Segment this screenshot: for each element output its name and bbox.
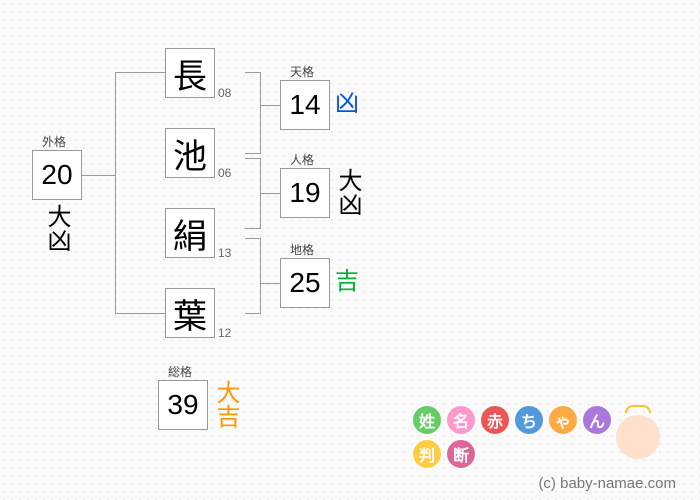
gaikaku-fortune: 大凶 — [44, 204, 68, 252]
connector-line — [115, 72, 116, 314]
chikaku-value: 25 — [289, 267, 320, 299]
kanji-box-2: 池 — [165, 128, 215, 178]
connector-line — [260, 283, 280, 284]
connector-line — [245, 228, 260, 229]
chikaku-fortune: 吉 — [335, 270, 359, 294]
kanji-char: 長 — [173, 49, 207, 98]
soukaku-value-box: 39 — [158, 380, 208, 430]
connector-line — [245, 153, 260, 154]
jinkaku-value: 19 — [289, 177, 320, 209]
tenkaku-fortune: 凶 — [335, 92, 359, 116]
connector-line — [245, 313, 260, 314]
credit-text: (c) baby-namae.com — [538, 475, 676, 492]
jinkaku-fortune: 大凶 — [335, 168, 359, 216]
logo-bubble: 断 — [445, 438, 477, 470]
kanji-char: 池 — [173, 129, 207, 178]
connector-line — [260, 72, 261, 154]
gaikaku-value: 20 — [41, 159, 72, 191]
logo-bubble: ん — [581, 404, 613, 436]
kanji-char: 葉 — [173, 289, 207, 338]
stroke-count-1: 08 — [218, 86, 231, 100]
connector-line — [245, 238, 260, 239]
connector-line — [245, 158, 260, 159]
chikaku-label: 地格 — [290, 241, 314, 258]
gaikaku-value-box: 20 — [32, 150, 82, 200]
soukaku-label: 総格 — [168, 363, 192, 380]
kanji-char: 絹 — [173, 209, 207, 258]
connector-line — [115, 72, 165, 73]
logo: 姓 名 赤 ち ゃ ん 判 断 — [411, 404, 660, 470]
stroke-count-4: 12 — [218, 326, 231, 340]
logo-bubble: ゃ — [547, 404, 579, 436]
logo-bubble: 姓 — [411, 404, 443, 436]
kanji-box-1: 長 — [165, 48, 215, 98]
connector-line — [260, 238, 261, 314]
jinkaku-label: 人格 — [290, 151, 314, 168]
tenkaku-value: 14 — [289, 89, 320, 121]
logo-bubble: 判 — [411, 438, 443, 470]
logo-bubble: ち — [513, 404, 545, 436]
baby-icon — [616, 415, 660, 459]
connector-line — [260, 105, 280, 106]
tenkaku-value-box: 14 — [280, 80, 330, 130]
connector-line — [260, 193, 280, 194]
logo-bubble: 赤 — [479, 404, 511, 436]
jinkaku-value-box: 19 — [280, 168, 330, 218]
stroke-count-2: 06 — [218, 166, 231, 180]
gaikaku-label: 外格 — [42, 133, 66, 150]
connector-line — [115, 313, 165, 314]
soukaku-value: 39 — [167, 389, 198, 421]
kanji-box-3: 絹 — [165, 208, 215, 258]
connector-line — [82, 175, 115, 176]
chikaku-value-box: 25 — [280, 258, 330, 308]
connector-line — [245, 72, 260, 73]
soukaku-fortune: 大吉 — [213, 380, 237, 428]
logo-bubble: 名 — [445, 404, 477, 436]
kanji-box-4: 葉 — [165, 288, 215, 338]
tenkaku-label: 天格 — [290, 63, 314, 80]
stroke-count-3: 13 — [218, 246, 231, 260]
